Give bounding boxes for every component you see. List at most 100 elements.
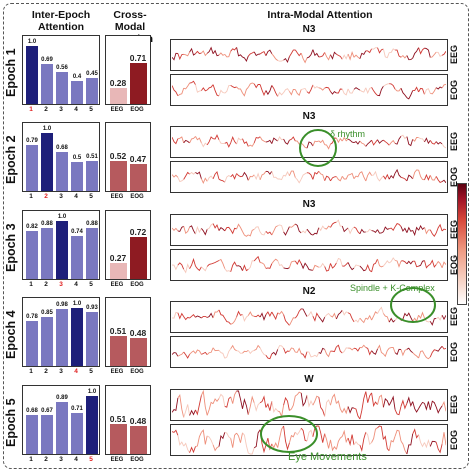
cross-modal-tick: EEG [110, 194, 124, 200]
inter-epoch-bar [56, 309, 68, 366]
inter-epoch-value: 0.71 [71, 405, 83, 412]
sleep-stage-label: N3 [302, 111, 316, 122]
inter-epoch-value: 1.0 [42, 126, 52, 132]
inter-epoch-value: 1.0 [57, 214, 67, 220]
inter-epoch-tick: 4 [74, 456, 78, 463]
intra-modal-eog-signal [172, 168, 446, 185]
annotation-spindle-k-complex: Spindle + K-Complex [350, 283, 435, 293]
inter-epoch-bar [56, 151, 68, 191]
inter-epoch-value: 0.74 [71, 229, 83, 236]
cross-modal-value: 0.48 [129, 328, 147, 339]
inter-epoch-tick: 2 [44, 281, 48, 288]
inter-epoch-value: 1.0 [87, 389, 97, 395]
inter-epoch-tick: 3 [59, 193, 63, 200]
figure-frame [3, 3, 469, 469]
cross-modal-tick: EOG [130, 282, 144, 288]
inter-epoch-bar [86, 396, 98, 454]
inter-epoch-bar [26, 46, 38, 104]
inter-epoch-bar [86, 312, 98, 366]
inter-epoch-value: 0.79 [26, 138, 38, 145]
cross-modal-bar [110, 424, 127, 454]
inter-epoch-bar [26, 231, 38, 279]
intra-modal-eeg-signal [172, 46, 446, 64]
inter-epoch-bar [71, 308, 83, 366]
sleep-stage-label: N2 [302, 286, 316, 297]
inter-epoch-bar [56, 71, 68, 104]
inter-epoch-tick: 3 [59, 106, 63, 113]
inter-epoch-value: 0.68 [26, 407, 38, 414]
inter-epoch-bar [56, 221, 68, 279]
cross-modal-bar [130, 338, 147, 366]
epoch-label: Epoch 3 [4, 223, 18, 273]
sleep-stage-label: W [304, 374, 314, 385]
inter-epoch-tick: 1 [29, 456, 33, 463]
cross-modal-bar [110, 336, 127, 366]
delta-rhythm-ellipse [299, 129, 337, 167]
intra-modal-eog-panel [170, 424, 448, 456]
epoch-label: Epoch 5 [4, 398, 18, 448]
eye-movement-ellipse [260, 415, 318, 453]
cross-modal-tick: EEG [110, 457, 124, 463]
inter-epoch-tick: 1 [29, 106, 33, 113]
inter-epoch-value: 0.93 [86, 305, 98, 312]
inter-epoch-value: 0.45 [86, 70, 98, 77]
cross-modal-tick: EEG [110, 282, 124, 288]
inter-epoch-value: 1.0 [27, 39, 37, 45]
inter-epoch-tick: 2 [44, 368, 48, 375]
modality-label-eog: EOG [449, 430, 459, 451]
cross-modal-value: 0.51 [109, 414, 127, 425]
inter-epoch-chart: 0.78 0.85 0.98 1.0 0.93 [22, 297, 100, 367]
modality-label-eog: EOG [449, 80, 459, 101]
intra-modal-eeg-panel [170, 214, 448, 246]
inter-epoch-chart: 0.79 1.0 0.68 0.5 0.51 [22, 122, 100, 192]
inter-epoch-tick: 3 [59, 368, 63, 375]
inter-epoch-value: 0.4 [72, 73, 82, 80]
inter-epoch-bar [41, 133, 53, 191]
inter-epoch-bar [71, 412, 83, 454]
epoch-label: Epoch 2 [4, 135, 18, 185]
inter-epoch-value: 0.89 [56, 395, 68, 402]
cross-modal-value: 0.72 [129, 227, 147, 238]
inter-epoch-value: 0.5 [72, 155, 82, 161]
inter-epoch-value: 0.56 [56, 64, 68, 71]
cross-modal-chart [105, 385, 151, 455]
cross-modal-tick: EEG [110, 369, 124, 375]
cross-modal-value: 0.48 [129, 416, 147, 427]
inter-epoch-tick: 5 [89, 106, 93, 113]
cross-modal-bar [130, 62, 147, 104]
cross-modal-bar [110, 160, 127, 191]
cross-modal-chart [105, 210, 151, 280]
inter-epoch-tick: 3 [59, 456, 63, 463]
modality-label-eeg: EEG [449, 307, 459, 327]
header-inter-epoch: Inter-Epoch Attention [31, 9, 91, 33]
sleep-stage-label: N3 [302, 24, 316, 35]
cross-modal-bar [110, 263, 127, 279]
cross-modal-tick: EOG [130, 369, 144, 375]
inter-epoch-bar [26, 414, 38, 454]
cross-modal-value: 0.27 [109, 253, 127, 264]
inter-epoch-tick: 5 [89, 456, 93, 463]
annotation-delta-rhythm: δ rhythm [330, 129, 366, 139]
intra-modal-eeg-signal [172, 390, 446, 420]
intra-modal-eog-panel [170, 161, 448, 193]
epoch-label: Epoch 1 [4, 48, 18, 98]
header-intra-modal: Intra-Modal Attention [267, 9, 373, 21]
inter-epoch-bar [86, 227, 98, 279]
inter-epoch-value: 1.0 [72, 301, 82, 307]
intra-modal-eog-signal [172, 425, 446, 455]
cross-modal-tick: EOG [130, 457, 144, 463]
inter-epoch-bar [41, 316, 53, 366]
cross-modal-chart [105, 122, 151, 192]
inter-epoch-value: 0.78 [26, 313, 38, 320]
inter-epoch-value: 0.68 [56, 144, 68, 151]
inter-epoch-tick: 3 [59, 281, 63, 288]
inter-epoch-value: 0.88 [86, 220, 98, 227]
inter-epoch-tick: 1 [29, 281, 33, 288]
cross-modal-chart [105, 35, 151, 105]
inter-epoch-value: 0.51 [86, 154, 98, 161]
cross-modal-value: 0.47 [129, 153, 147, 164]
intra-modal-eeg-panel [170, 301, 448, 333]
inter-epoch-tick: 4 [74, 106, 78, 113]
intra-modal-eeg-signal [172, 134, 446, 150]
cross-modal-tick: EEG [110, 107, 124, 113]
